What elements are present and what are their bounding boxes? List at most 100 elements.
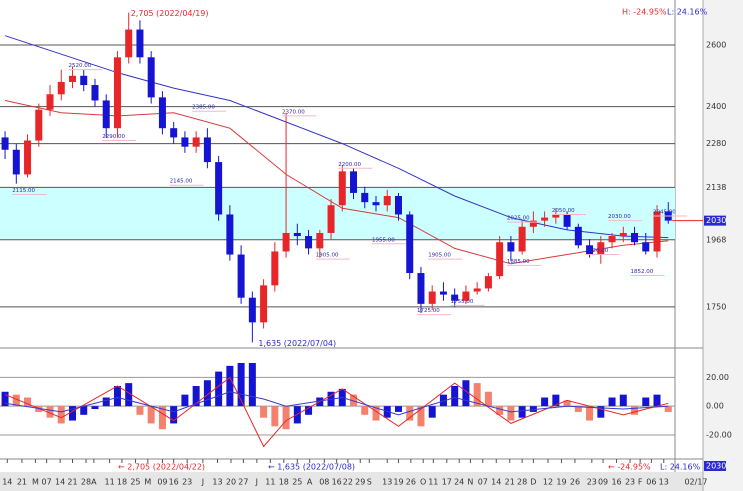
candle-body [338, 171, 346, 206]
x-tick-label: 25 [130, 478, 140, 487]
histogram-bar [653, 394, 661, 407]
histogram-bar [248, 362, 256, 407]
candle-body [451, 294, 459, 301]
x-tick-label: 19 [556, 478, 566, 487]
histogram-bar [113, 386, 121, 407]
high-marker: 2,705 (2022/04/19) [131, 9, 209, 18]
annotation: 2050.00 [552, 208, 575, 214]
annotation: 1885.00 [507, 259, 530, 265]
annotation: 1852.00 [631, 269, 654, 275]
histogram-bar [394, 406, 402, 412]
x-tick-label: 17 [442, 478, 452, 487]
histogram-bar [484, 391, 492, 407]
annotation: 2520.00 [69, 63, 92, 69]
histogram-bar [462, 380, 470, 407]
annotation: 2145.00 [170, 179, 193, 185]
histogram-bar [507, 406, 515, 421]
x-tick-label: 29 [355, 478, 365, 487]
candle-body [552, 214, 560, 218]
annotation: 1955.00 [372, 237, 395, 243]
histogram-bar [12, 394, 20, 407]
candle-body [563, 214, 571, 227]
annotation: 1905.00 [316, 253, 339, 259]
candle-body [574, 226, 582, 246]
y-tick-label: -20.00 [706, 430, 732, 439]
annotation: 1755.00 [451, 299, 474, 305]
histogram-bar [35, 406, 43, 412]
histogram-bar [57, 406, 65, 424]
candle-body [271, 251, 279, 286]
x-tick-label: 23 [587, 478, 597, 487]
histogram-bar [417, 406, 425, 427]
candle-body [631, 232, 639, 243]
histogram-bar [271, 406, 279, 427]
candle-body [541, 217, 549, 221]
candle-body [91, 85, 99, 101]
x-tick-label: 16 [169, 478, 179, 487]
candle-body [619, 232, 627, 237]
x-tick-label: 18 [117, 478, 127, 487]
histogram-bar [282, 406, 290, 430]
x-tick-label: 07 [42, 478, 52, 487]
candle-body [260, 285, 268, 323]
footer-range-high: ← -24.95% [608, 463, 651, 472]
annotation: 1725.00 [417, 308, 440, 314]
annotation: 1920.00 [586, 248, 609, 254]
x-tick-label: 09 [157, 478, 167, 487]
x-tick-label: 18 [279, 478, 289, 487]
candle-body [406, 214, 414, 274]
annotation: 2385.00 [192, 105, 215, 111]
histogram-bar [136, 406, 144, 415]
candle-body [597, 242, 605, 255]
histogram-bar [91, 406, 99, 410]
x-tick-label: 16 [332, 478, 342, 487]
x-tick-label: 27 [238, 478, 248, 487]
candle-body [586, 245, 594, 255]
histogram-bar [361, 406, 369, 415]
candle-body [181, 137, 189, 147]
histogram-bar [563, 400, 571, 407]
candle-body [46, 94, 54, 110]
x-tick-label: 24 [454, 478, 464, 487]
candle-body [35, 109, 43, 141]
histogram-bar [260, 406, 268, 418]
footer-low: ← 1,635 (2022/07/08) [268, 463, 355, 472]
candle-body [147, 57, 155, 98]
candle-body [1, 137, 9, 150]
candle-body [496, 242, 504, 277]
last-date: 02/17 [684, 478, 707, 487]
histogram-bar [608, 397, 616, 407]
candle-body [24, 140, 32, 175]
annotation: 2115.00 [12, 188, 35, 194]
x-tick-label: 21 [67, 478, 77, 487]
footer-last: 2030 [706, 462, 726, 471]
x-tick-label: 20 [226, 478, 236, 487]
range-high: H: -24.95% [622, 8, 667, 17]
candle-body [237, 254, 245, 298]
histogram-bar [406, 406, 414, 421]
x-tick-label: 19 [393, 478, 403, 487]
x-tick-label: F [638, 478, 643, 487]
candle-body [361, 192, 369, 203]
histogram-bar [383, 406, 391, 418]
candle-body [507, 242, 515, 252]
histogram-bar [1, 391, 9, 407]
footer-high: ← 2,705 (2022/04/22) [118, 463, 205, 472]
histogram-bar [574, 406, 582, 412]
x-tick-label: 16 [611, 478, 621, 487]
candle-body [305, 236, 313, 249]
line [5, 391, 669, 416]
histogram-bar [181, 394, 189, 407]
x-tick-label: 13 [382, 478, 392, 487]
candle-body [113, 57, 121, 129]
candle-body [327, 205, 335, 233]
histogram-bar [619, 394, 627, 407]
candle-body [473, 288, 481, 292]
candle-body [316, 232, 324, 249]
histogram-bar [305, 406, 313, 415]
candle-body [226, 214, 234, 255]
histogram-bar [597, 406, 605, 418]
histogram-bar [428, 406, 436, 418]
